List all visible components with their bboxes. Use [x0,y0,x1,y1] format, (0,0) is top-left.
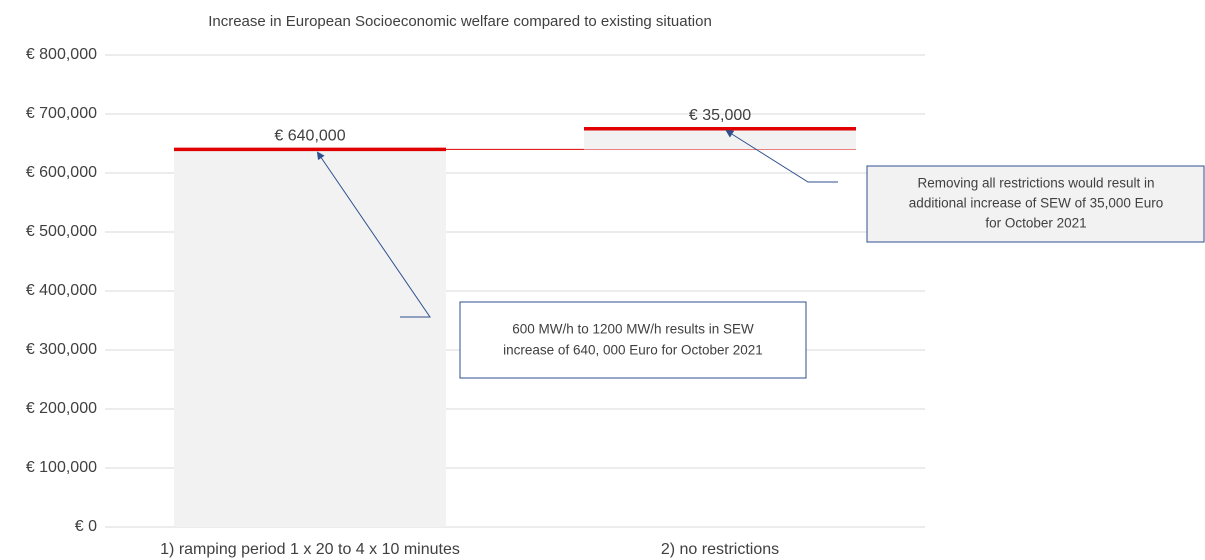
callout-text: 600 MW/h to 1200 MW/h results in SEW [512,322,754,337]
y-tick-label: € 500,000 [26,223,97,240]
y-tick-label: € 100,000 [26,459,97,476]
callout-1: 600 MW/h to 1200 MW/h results in SEW inc… [316,151,807,379]
y-tick-label: € 300,000 [26,341,97,358]
callout-text: for October 2021 [985,216,1086,231]
y-tick-label: € 700,000 [26,105,97,122]
y-tick-label: € 200,000 [26,400,97,417]
y-tick-label: € 800,000 [26,46,97,63]
x-tick-label: 2) no restrictions [661,541,779,558]
callout-text: Removing all restrictions would result i… [917,176,1154,191]
value-label: € 35,000 [689,107,751,124]
value-label: € 640,000 [274,128,345,145]
callout-box [866,165,1205,243]
y-tick-label: € 400,000 [26,282,97,299]
callout-text: additional increase of SEW of 35,000 Eur… [909,196,1163,211]
y-tick-label: € 600,000 [26,164,97,181]
y-tick-label: € 0 [75,518,97,535]
chart-title: Increase in European Socioeconomic welfa… [208,13,712,30]
bar [174,149,446,527]
callout-2: Removing all restrictions would result i… [725,129,1205,243]
plot-area: € 0 € 100,000 € 200,000 € 300,000 € 400,000 €… [26,46,925,558]
callout-box [459,301,807,379]
x-tick-label: 1) ramping period 1 x 20 to 4 x 10 minut… [160,541,460,558]
callout-text: increase of 640, 000 Euro for October 20… [503,343,763,358]
callout-arrow [316,151,431,318]
callout-arrow [725,129,838,183]
bar [584,128,856,150]
